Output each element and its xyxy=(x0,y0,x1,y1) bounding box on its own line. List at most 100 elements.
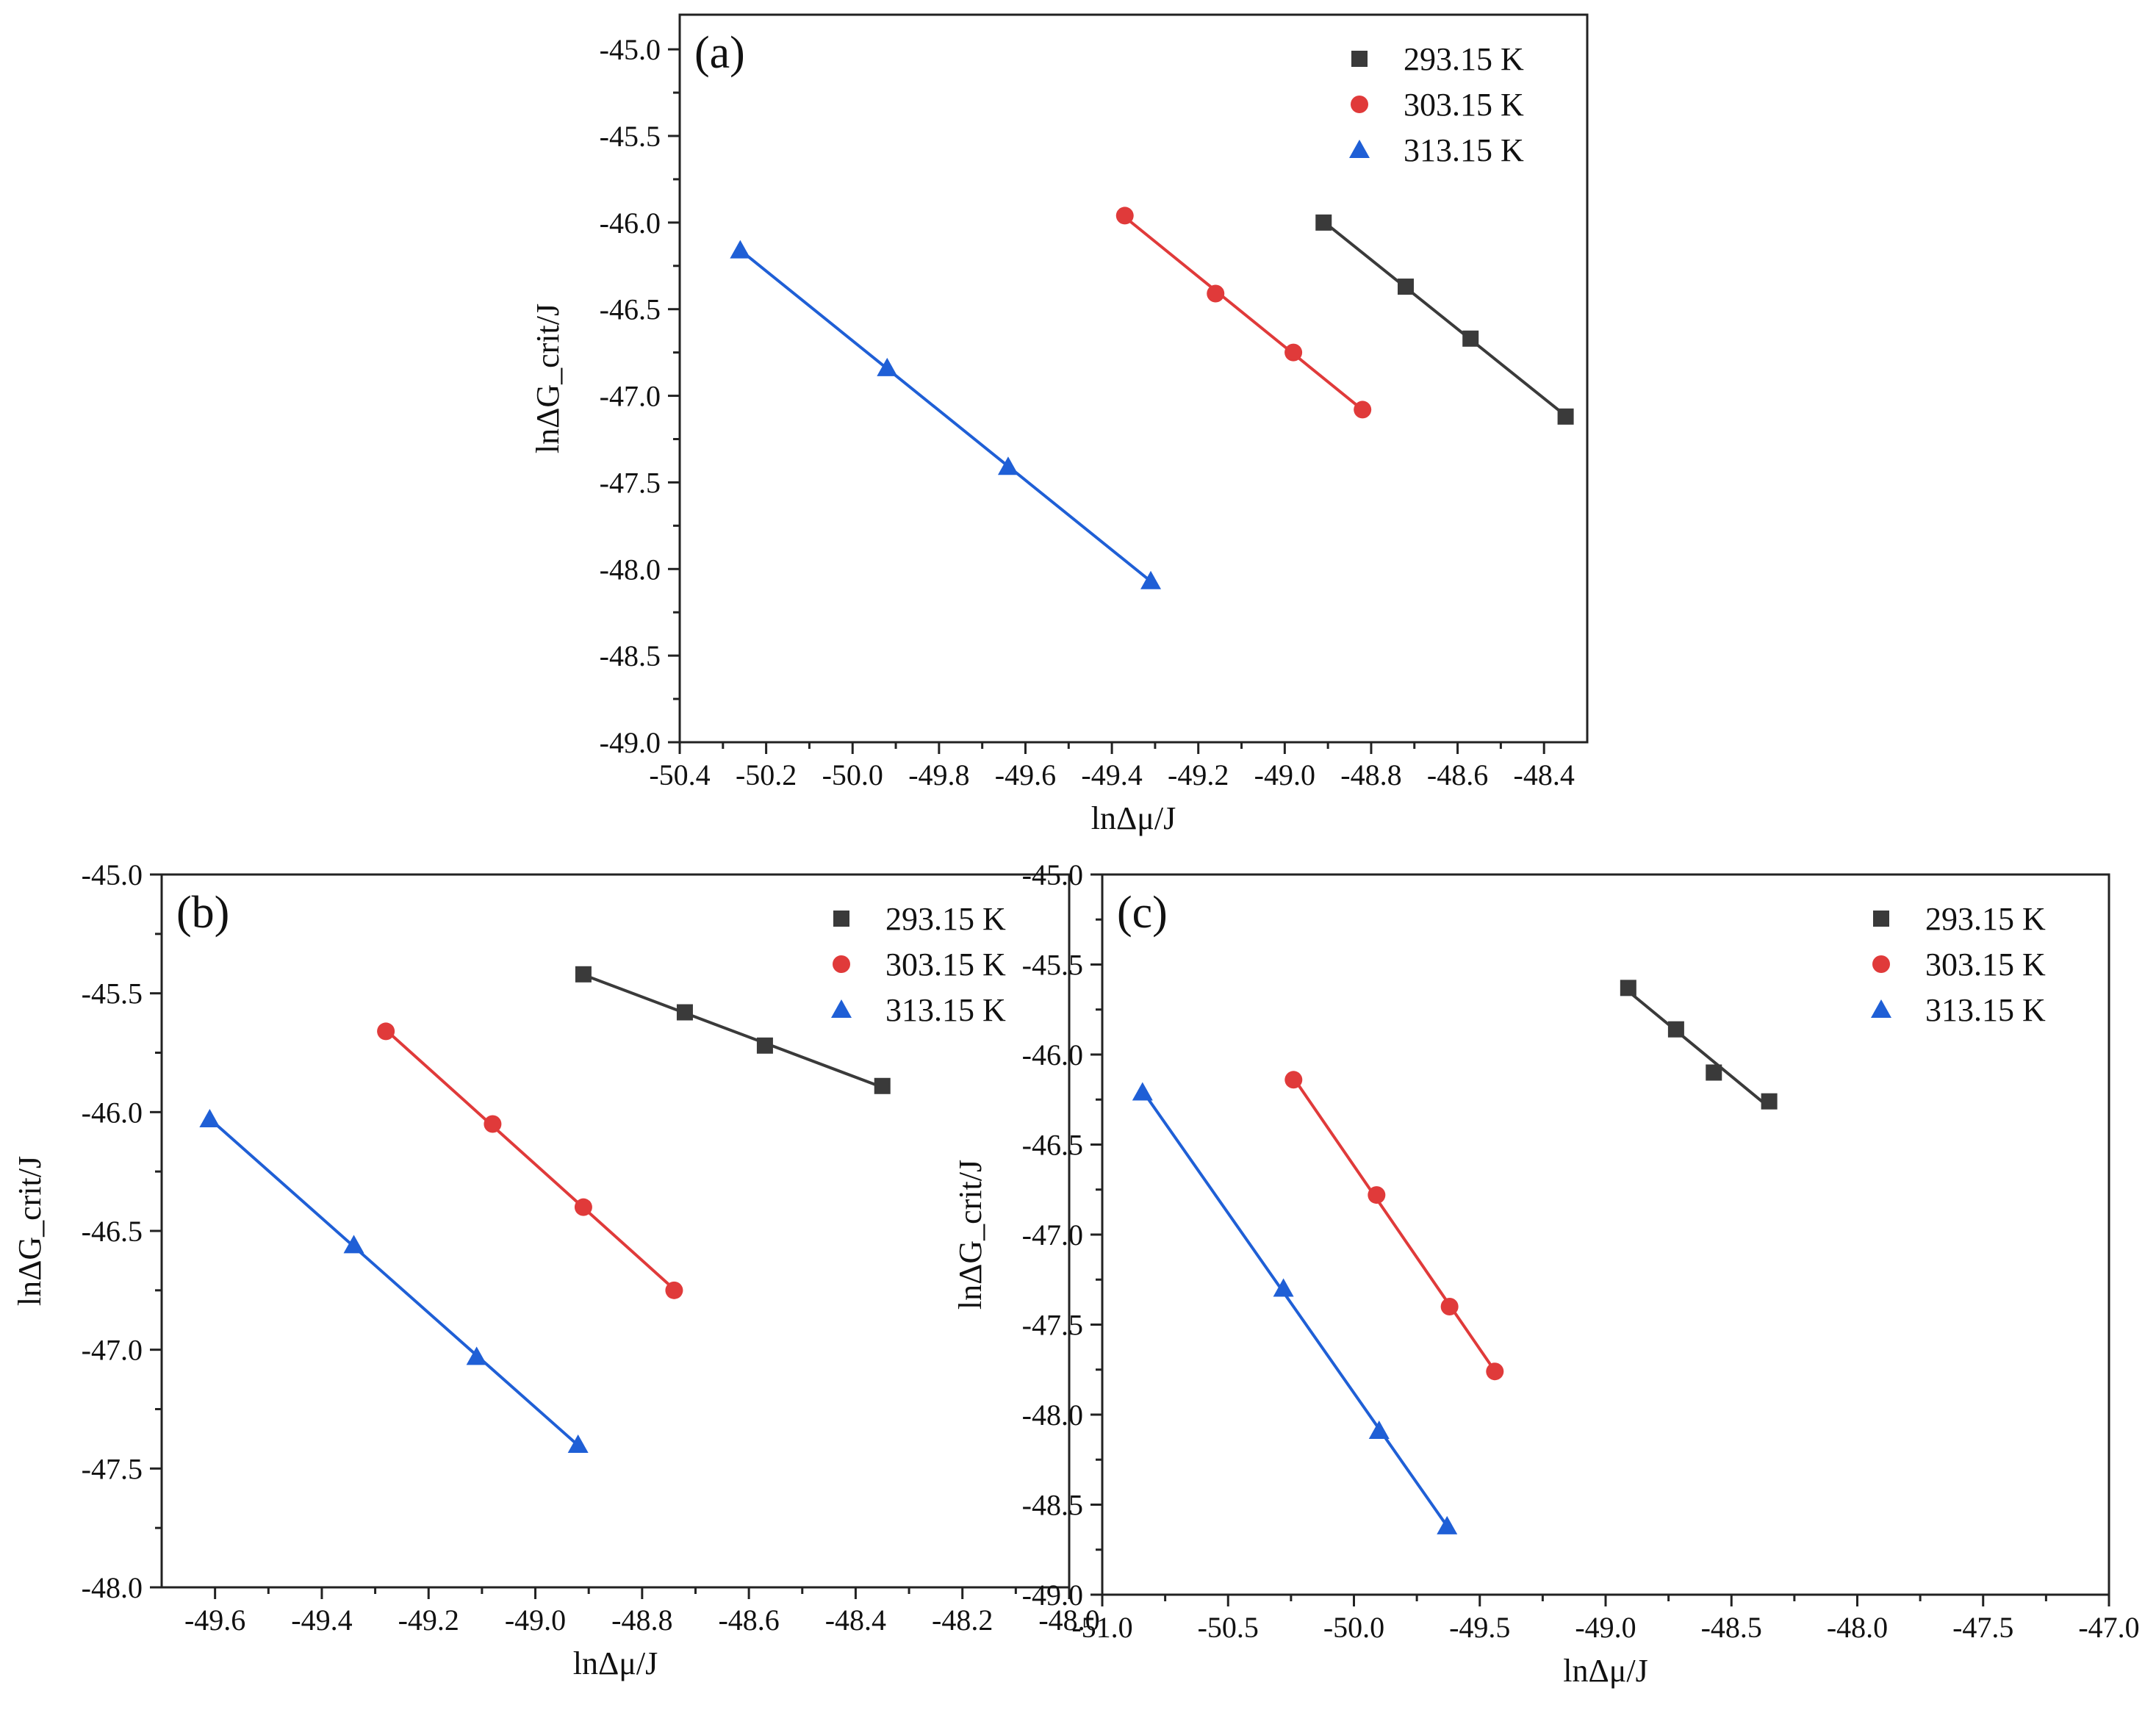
panel-b-point-303-15-k xyxy=(484,1115,502,1133)
panel-c-x-tick-label: -47.0 xyxy=(2078,1611,2139,1644)
panel-a-y-tick-label: -49.0 xyxy=(600,726,661,759)
panel-b-point-293-15-k xyxy=(575,966,592,983)
panel-a-point-313-15-k xyxy=(877,357,898,376)
panel-a-legend-marker-303-15-k xyxy=(1351,96,1368,113)
panel-b-x-tick-label: -48.6 xyxy=(718,1604,779,1637)
panel-b-x-tick-label: -48.8 xyxy=(611,1604,672,1637)
panel-a-fit-line-313-15-k xyxy=(739,248,1152,583)
panel-c-fit-line-313-15-k xyxy=(1141,1090,1448,1527)
panel-c-legend-marker-293-15-k xyxy=(1873,911,1889,927)
panel-b-legend-marker-313-15-k xyxy=(831,999,852,1018)
panel-c-y-tick-label: -48.5 xyxy=(1022,1489,1083,1522)
panel-a-legend: 293.15 K 303.15 K 313.15 K xyxy=(1349,41,1524,168)
panel-a-point-293-15-k xyxy=(1557,408,1574,425)
panel-c-x-tick-label: -47.5 xyxy=(1952,1611,2013,1644)
panel-b-y-tick-label: -45.0 xyxy=(82,858,143,891)
panel-c-fit-line-303-15-k xyxy=(1292,1077,1496,1372)
panel-b-y-tick-label: -46.0 xyxy=(82,1096,143,1129)
panel-c-y-tick-label: -46.0 xyxy=(1022,1038,1083,1071)
panel-a-x-tick-label: -50.4 xyxy=(649,758,710,791)
panel-a-legend-marker-293-15-k xyxy=(1351,51,1368,67)
panel-c-fit-line-293-15-k xyxy=(1627,990,1770,1109)
panel-a-x-tick-label: -48.6 xyxy=(1427,758,1488,791)
panel-b-label: (b) xyxy=(176,888,229,938)
panel-b-x-tick-label: -49.4 xyxy=(291,1604,352,1637)
panel-a-x-tick-label: -50.0 xyxy=(822,758,883,791)
panel-a-fit-line-303-15-k xyxy=(1124,215,1364,412)
panel-a-point-303-15-k xyxy=(1354,401,1372,419)
panel-c-x-tick-label: -49.5 xyxy=(1449,1611,1510,1644)
panel-b-x-tick-label: -49.0 xyxy=(505,1604,566,1637)
panel-b-y-tick-label: -45.5 xyxy=(82,977,143,1010)
panel-c-y-axis-title: lnΔG_crit/J xyxy=(952,1160,988,1310)
panel-a-y-tick-label: -47.0 xyxy=(600,380,661,413)
panel-b-point-293-15-k xyxy=(874,1077,891,1094)
panel-c-x-tick-label: -48.0 xyxy=(1827,1611,1888,1644)
panel-a: -50.4 -50.2 -50.0 -49.8 -49.6 -49.4 -49.2 -49.0… xyxy=(530,13,1589,836)
panel-c: -51.0 -50.5 -50.0 -49.5 -49.0 -48.5 -48.0 -47.5… xyxy=(952,858,2140,1689)
panel-b: -49.6 -49.4 -49.2 -49.0 -48.8 -48.6 -48.4 -48.2… xyxy=(12,858,1100,1681)
panel-a-x-tick-label: -49.6 xyxy=(995,758,1056,791)
panel-a-point-313-15-k xyxy=(730,240,751,259)
panel-c-point-293-15-k xyxy=(1761,1093,1778,1110)
panel-b-legend-marker-293-15-k xyxy=(833,911,849,927)
panel-c-x-axis-title: lnΔμ/J xyxy=(1563,1653,1647,1689)
panel-b-legend-label-313-15-k: 313.15 K xyxy=(885,992,1006,1028)
panel-c-series-303-15-k xyxy=(1284,1071,1504,1381)
panel-c-legend-label-293-15-k: 293.15 K xyxy=(1925,901,2046,937)
panel-c-point-293-15-k xyxy=(1667,1021,1684,1038)
panel-a-point-313-15-k xyxy=(1140,570,1162,589)
panel-a-point-293-15-k xyxy=(1462,330,1479,347)
panel-a-legend-label-293-15-k: 293.15 K xyxy=(1404,41,1524,77)
panel-c-point-293-15-k xyxy=(1620,980,1636,996)
panel-c-x-tick-label: -49.0 xyxy=(1575,1611,1636,1644)
panel-c-y-tick-label: -47.5 xyxy=(1022,1309,1083,1342)
panel-a-point-293-15-k xyxy=(1398,279,1414,295)
panel-c-legend-marker-303-15-k xyxy=(1872,955,1890,973)
panel-a-y-tick-label: -48.0 xyxy=(600,553,661,586)
panel-b-x-tick-label: -49.6 xyxy=(184,1604,245,1637)
panel-a-x-tick-label: -49.2 xyxy=(1168,758,1229,791)
panel-b-point-313-15-k xyxy=(567,1434,589,1453)
panel-b-point-313-15-k xyxy=(466,1346,487,1365)
panel-a-point-313-15-k xyxy=(997,456,1018,475)
panel-b-legend-label-293-15-k: 293.15 K xyxy=(885,901,1006,937)
panel-c-x-tick-label: -50.0 xyxy=(1323,1611,1384,1644)
panel-b-point-303-15-k xyxy=(574,1198,592,1216)
panel-a-y-tick-label: -47.5 xyxy=(600,466,661,499)
panel-a-y-axis-title: lnΔG_crit/J xyxy=(530,304,566,453)
panel-b-y-tick-label: -46.5 xyxy=(82,1215,143,1248)
panel-b-legend-label-303-15-k: 303.15 K xyxy=(885,947,1006,983)
panel-a-legend-label-313-15-k: 313.15 K xyxy=(1404,132,1524,168)
panel-c-point-303-15-k xyxy=(1486,1362,1504,1381)
panel-c-y-tick-label: -48.0 xyxy=(1022,1398,1083,1432)
panel-b-y-tick-label: -47.0 xyxy=(82,1334,143,1367)
panel-a-series-313-15-k xyxy=(730,240,1162,589)
panel-a-x-tick-label: -50.2 xyxy=(736,758,797,791)
panel-c-point-313-15-k xyxy=(1273,1278,1294,1297)
panel-b-point-303-15-k xyxy=(377,1022,395,1041)
panel-c-y-tick-label: -46.5 xyxy=(1022,1129,1083,1162)
panel-c-label: (c) xyxy=(1117,888,1168,938)
panel-a-x-tick-label: -48.4 xyxy=(1514,758,1575,791)
panel-a-label: (a) xyxy=(694,28,745,78)
panel-c-point-293-15-k xyxy=(1706,1064,1722,1081)
panel-c-legend-label-313-15-k: 313.15 K xyxy=(1925,992,2046,1028)
panel-a-point-303-15-k xyxy=(1207,284,1225,303)
panel-a-x-tick-label: -49.8 xyxy=(908,758,969,791)
panel-c-point-313-15-k xyxy=(1437,1515,1458,1534)
panel-b-legend-marker-303-15-k xyxy=(833,955,850,973)
panel-b-series-313-15-k xyxy=(199,1109,589,1453)
panel-b-fit-line-293-15-k xyxy=(583,973,883,1089)
panel-a-x-tick-label: -49.4 xyxy=(1081,758,1142,791)
panel-b-y-tick-label: -48.0 xyxy=(82,1571,143,1604)
panel-b-point-313-15-k xyxy=(199,1109,220,1128)
panel-a-y-tick-label: -45.5 xyxy=(600,120,661,153)
panel-b-x-tick-label: -48.4 xyxy=(825,1604,886,1637)
panel-c-legend-marker-313-15-k xyxy=(1871,999,1891,1018)
panel-c-x-tick-label: -51.0 xyxy=(1071,1611,1132,1644)
panel-c-point-313-15-k xyxy=(1368,1421,1390,1440)
panel-c-point-303-15-k xyxy=(1368,1186,1386,1204)
panel-c-plot-frame xyxy=(1101,873,2110,1596)
